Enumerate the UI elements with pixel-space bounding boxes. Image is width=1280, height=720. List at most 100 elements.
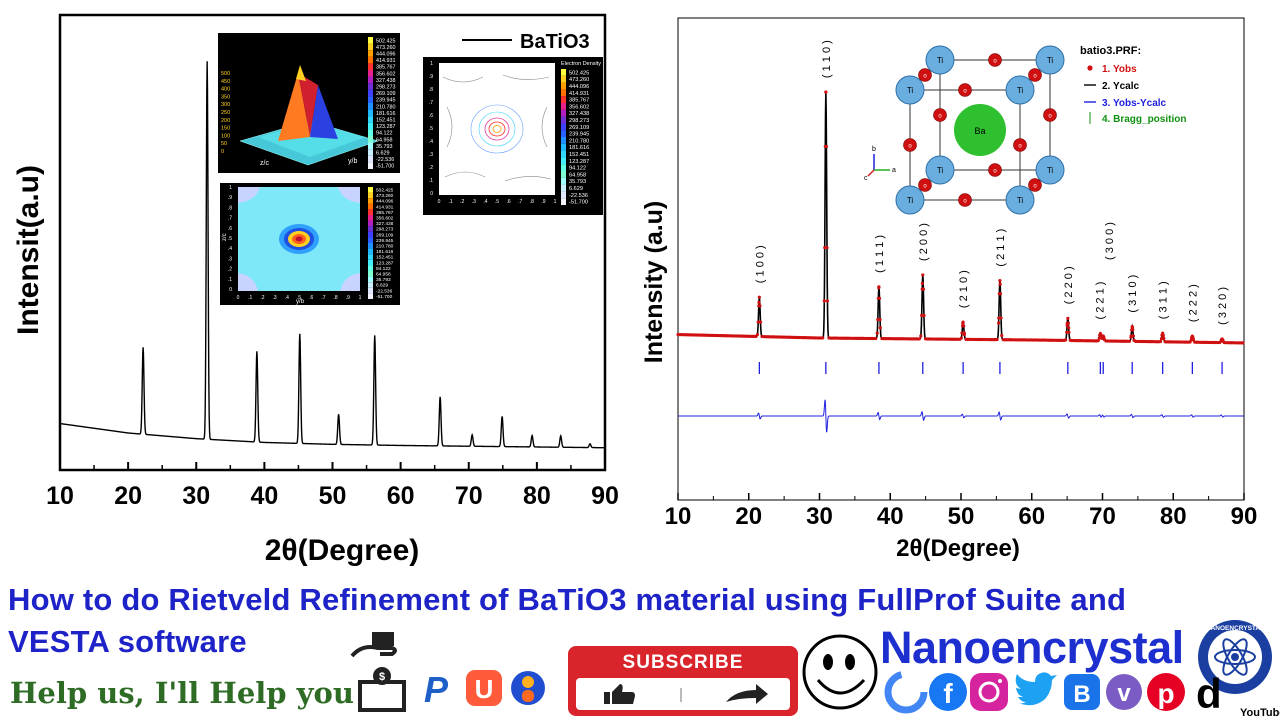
donate-hand-icon: $: [350, 632, 406, 712]
inset-x-tick: .5: [297, 295, 301, 301]
yobs-point: [875, 331, 879, 335]
inset-x-tick: 0: [438, 199, 441, 205]
svg-text:f: f: [943, 678, 953, 709]
colorbar-label: 356.602: [376, 215, 394, 221]
left-x-tick-label: 10: [46, 482, 74, 510]
left-x-tick-label: 30: [182, 482, 210, 510]
inset-x-tick: .6: [507, 199, 511, 205]
colorbar-label: 239.945: [376, 238, 394, 244]
right-x-tick-label: 70: [1089, 503, 1116, 530]
right-x-tick-label: 40: [877, 503, 904, 530]
o-label: o: [993, 59, 997, 65]
right-y-axis-label: Intensity (a.u): [640, 201, 668, 364]
contour-ring-5: [492, 125, 502, 133]
svg-text:B: B: [1073, 681, 1090, 708]
colorbar-label: 414.931: [376, 204, 394, 210]
yobs-point: [1096, 339, 1100, 343]
left-x-tick-label: 40: [250, 482, 278, 510]
yobs-point: [876, 317, 880, 322]
right-x-axis-label: 2θ(Degree): [896, 535, 1020, 562]
ti-label: Ti: [1017, 196, 1024, 205]
colorbar-label: 123.287: [569, 159, 589, 165]
yobs-point: [999, 316, 1003, 320]
inset-x-tick: .4: [285, 295, 289, 301]
yobs-point: [874, 336, 878, 341]
colorbar-label: 473.260: [376, 193, 394, 199]
contour-ring-1: [470, 104, 524, 154]
o-atom: [1028, 178, 1042, 192]
colorbar-label: 298.273: [376, 227, 394, 233]
surface-z-tick: 50: [221, 141, 227, 147]
surface-z-tick: 150: [221, 126, 230, 132]
svg-text:U: U: [475, 674, 494, 704]
inset-x-tick: .8: [334, 295, 338, 301]
yobs-point: [757, 300, 761, 304]
instagram-icon: [970, 673, 1008, 711]
colorbar-swatch: [368, 70, 373, 77]
o-atom: [1043, 108, 1057, 122]
surface-z-tick: 500: [221, 71, 230, 77]
ti-atom: [1035, 155, 1065, 185]
youtube-icon: YouTube: [1240, 707, 1280, 719]
map-colorbar: 502.425473.260444.096414.931385.767356.6…: [368, 187, 394, 300]
yobs-point: [998, 279, 1002, 283]
yobs-point: [959, 336, 963, 340]
colorbar-label: 64.958: [569, 172, 586, 178]
colorbar-label: 239.945: [569, 132, 589, 138]
inset-y-tick: .9: [228, 195, 232, 201]
inset-y-tick: .1: [429, 178, 433, 184]
left-xrd-chart: 10 20 30 40 50 60 70 80 90 Intensit(a.u) 2θ(Degr…: [12, 13, 619, 567]
yobs-point: [1191, 335, 1195, 340]
surface-peak-tip: [296, 65, 306, 81]
colorbar-swatch: [368, 142, 373, 150]
hkl-label: ( 2 2 0 ): [1063, 266, 1075, 304]
thumbs-up-icon: [604, 684, 635, 704]
hkl-label: ( 2 1 1 ): [995, 229, 1007, 267]
ti-label: Ti: [937, 56, 944, 65]
colorbar-label: 327.438: [569, 111, 589, 117]
hkl-label: ( 3 0 0 ): [1104, 222, 1116, 260]
subscribe-button[interactable]: SUBSCRIBE: [568, 646, 798, 716]
right-legend: batio3.PRF: 1. Yobs 2. Ycalc 3. Yobs-Yca…: [1080, 45, 1186, 125]
legend-yobs-label: 1. Yobs: [1102, 64, 1137, 75]
ti-atom: [1005, 185, 1035, 215]
pinterest-icon: p: [1147, 673, 1185, 711]
yobs-point: [824, 144, 829, 149]
profile-icon: [511, 671, 545, 705]
right-rietveld-chart: 10 20 30 40 50 60 70 80 90 ( 1 0 0 )( 1 1 0 )( 1…: [640, 17, 1257, 562]
colorbar-label: -51.700: [376, 164, 394, 170]
density-map-inset: z/c y/b 0 .1 .2 .3 .4 .5 .6 .7 .8 .9 1 0 .1 .2 .3 .4 .5.…: [220, 183, 400, 305]
contour-ring-4: [488, 121, 506, 137]
surface-y-label: y/b: [348, 158, 357, 165]
video-title-line-1: How to do Rietveld Refinement of BaTiO3 …: [8, 582, 1127, 617]
left-plot-frame: [58, 13, 607, 472]
yobs-point: [1066, 316, 1070, 320]
colorbar-swatch: [368, 56, 373, 64]
left-axes: [58, 13, 607, 472]
colorbar-swatch: [368, 271, 373, 277]
inset-x-tick: .3: [273, 295, 277, 301]
colorbar-swatch: [368, 129, 373, 136]
left-xrd-pattern-line: [59, 61, 605, 449]
colorbar-label: 6.629: [376, 150, 390, 156]
colorbar-swatch: [368, 149, 373, 156]
inset-y-tick: .6: [429, 113, 433, 119]
colorbar-label: 6.629: [569, 186, 583, 192]
yobs-point: [758, 320, 763, 324]
inset-x-tick: 0: [237, 295, 240, 301]
colorbar-swatch: [368, 76, 373, 84]
inset-x-tick: .9: [346, 295, 350, 301]
colorbar-swatch: [561, 171, 566, 178]
inset-x-tick: .4: [483, 199, 487, 205]
yobs-point: [920, 313, 924, 318]
colorbar-swatch: [561, 143, 566, 151]
contour-outer-lines: [442, 74, 552, 182]
yobs-point: [920, 281, 924, 285]
surface-colorbar: 502.425473.260444.096414.931385.767356.6…: [368, 37, 396, 170]
o-atom: [903, 138, 917, 152]
inset-x-tick: .5: [495, 199, 499, 205]
colorbar-swatch: [368, 237, 373, 243]
o-atom: [958, 193, 972, 207]
inset-y-tick: .9: [429, 74, 433, 80]
colorbar-swatch: [561, 123, 566, 131]
